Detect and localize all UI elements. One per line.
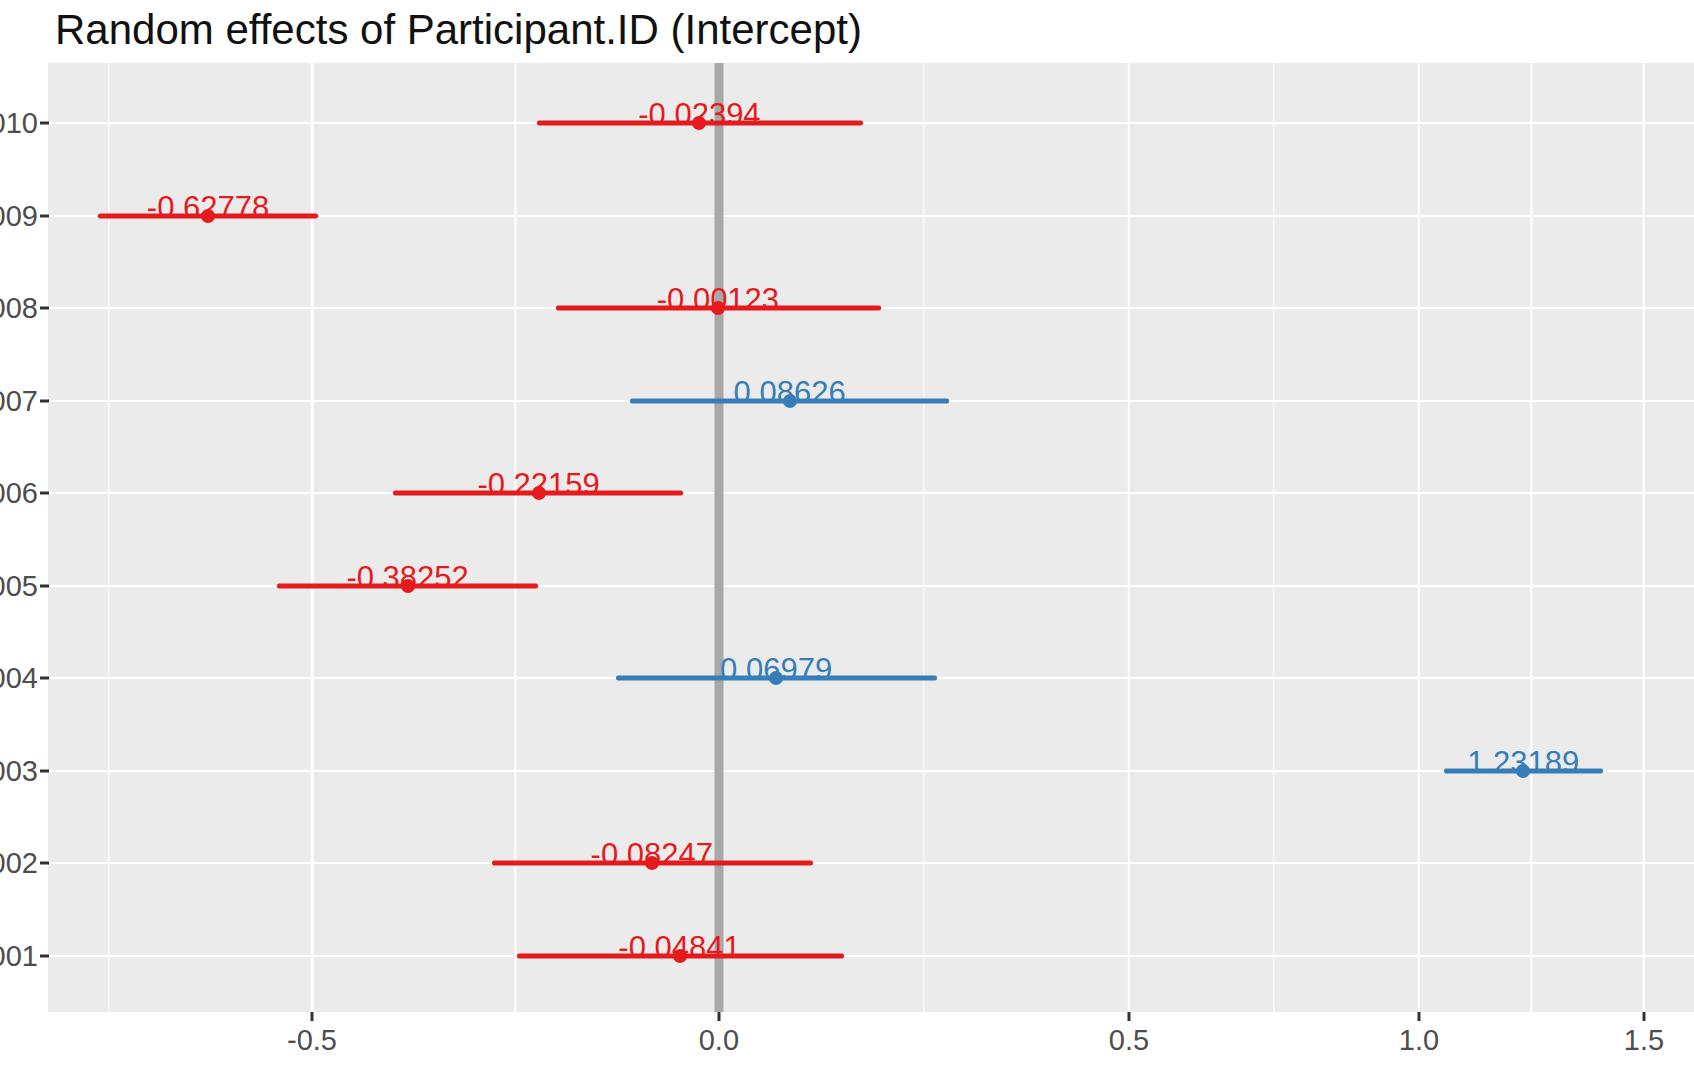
value-label: -0.00123 [657,284,779,315]
v-gridline-minor [108,63,109,1012]
y-tick-mark [40,954,49,957]
y-tick-mark [40,307,49,310]
x-tick-mark [1417,1012,1420,1021]
value-label: 0.08626 [734,377,846,408]
chart-title: Random effects of Participant.ID (Interc… [55,6,862,54]
value-label: 0.06979 [720,654,832,685]
x-tick-label: 0.5 [1109,1024,1149,1057]
y-tick-mark [40,769,49,772]
v-gridline-major [1418,63,1421,1012]
y-tick-label: 009 [0,199,38,232]
v-gridline-major [1643,63,1646,1012]
plot-panel: -0.02394 -0.62778 -0.00123 0.08626 -0.22159 -… [48,63,1694,1012]
y-tick-mark [40,584,49,587]
h-gridline [48,492,1694,494]
x-tick-mark [1642,1012,1645,1021]
value-label: 1.23189 [1467,747,1579,778]
y-tick-label: 002 [0,847,38,880]
y-tick-label: 010 [0,106,38,139]
y-tick-label: 006 [0,477,38,510]
x-tick-label: 1.0 [1399,1024,1439,1057]
x-tick-label: -0.5 [287,1024,337,1057]
zero-reference-line [714,63,723,1012]
y-tick-label: 008 [0,292,38,325]
y-tick-mark [40,492,49,495]
value-label: -0.62778 [147,192,269,223]
h-gridline [48,122,1694,124]
v-gridline-minor [1273,63,1274,1012]
y-tick-label: 007 [0,384,38,417]
h-gridline [48,862,1694,864]
y-tick-label: 003 [0,754,38,787]
y-tick-mark [40,399,49,402]
value-label: -0.08247 [591,839,713,870]
y-tick-mark [40,121,49,124]
v-gridline-major [311,63,314,1012]
v-gridline-minor [515,63,516,1012]
h-gridline [48,955,1694,957]
y-tick-mark [40,862,49,865]
x-tick-label: 0.0 [699,1024,739,1057]
y-tick-mark [40,677,49,680]
v-gridline-minor [923,63,924,1012]
random-effects-plot: Random effects of Participant.ID (Interc… [0,0,1694,1070]
y-tick-label: 001 [0,939,38,972]
y-tick-label: 005 [0,569,38,602]
value-label: -0.38252 [346,562,468,593]
y-tick-mark [40,214,49,217]
value-label: -0.02394 [638,99,760,130]
x-tick-label: 1.5 [1624,1024,1664,1057]
x-tick-mark [311,1012,314,1021]
value-label: -0.22159 [477,469,599,500]
v-gridline-minor [1531,63,1532,1012]
value-label: -0.04841 [618,932,740,963]
x-tick-mark [1127,1012,1130,1021]
x-tick-mark [717,1012,720,1021]
y-tick-label: 004 [0,662,38,695]
v-gridline-major [1128,63,1131,1012]
